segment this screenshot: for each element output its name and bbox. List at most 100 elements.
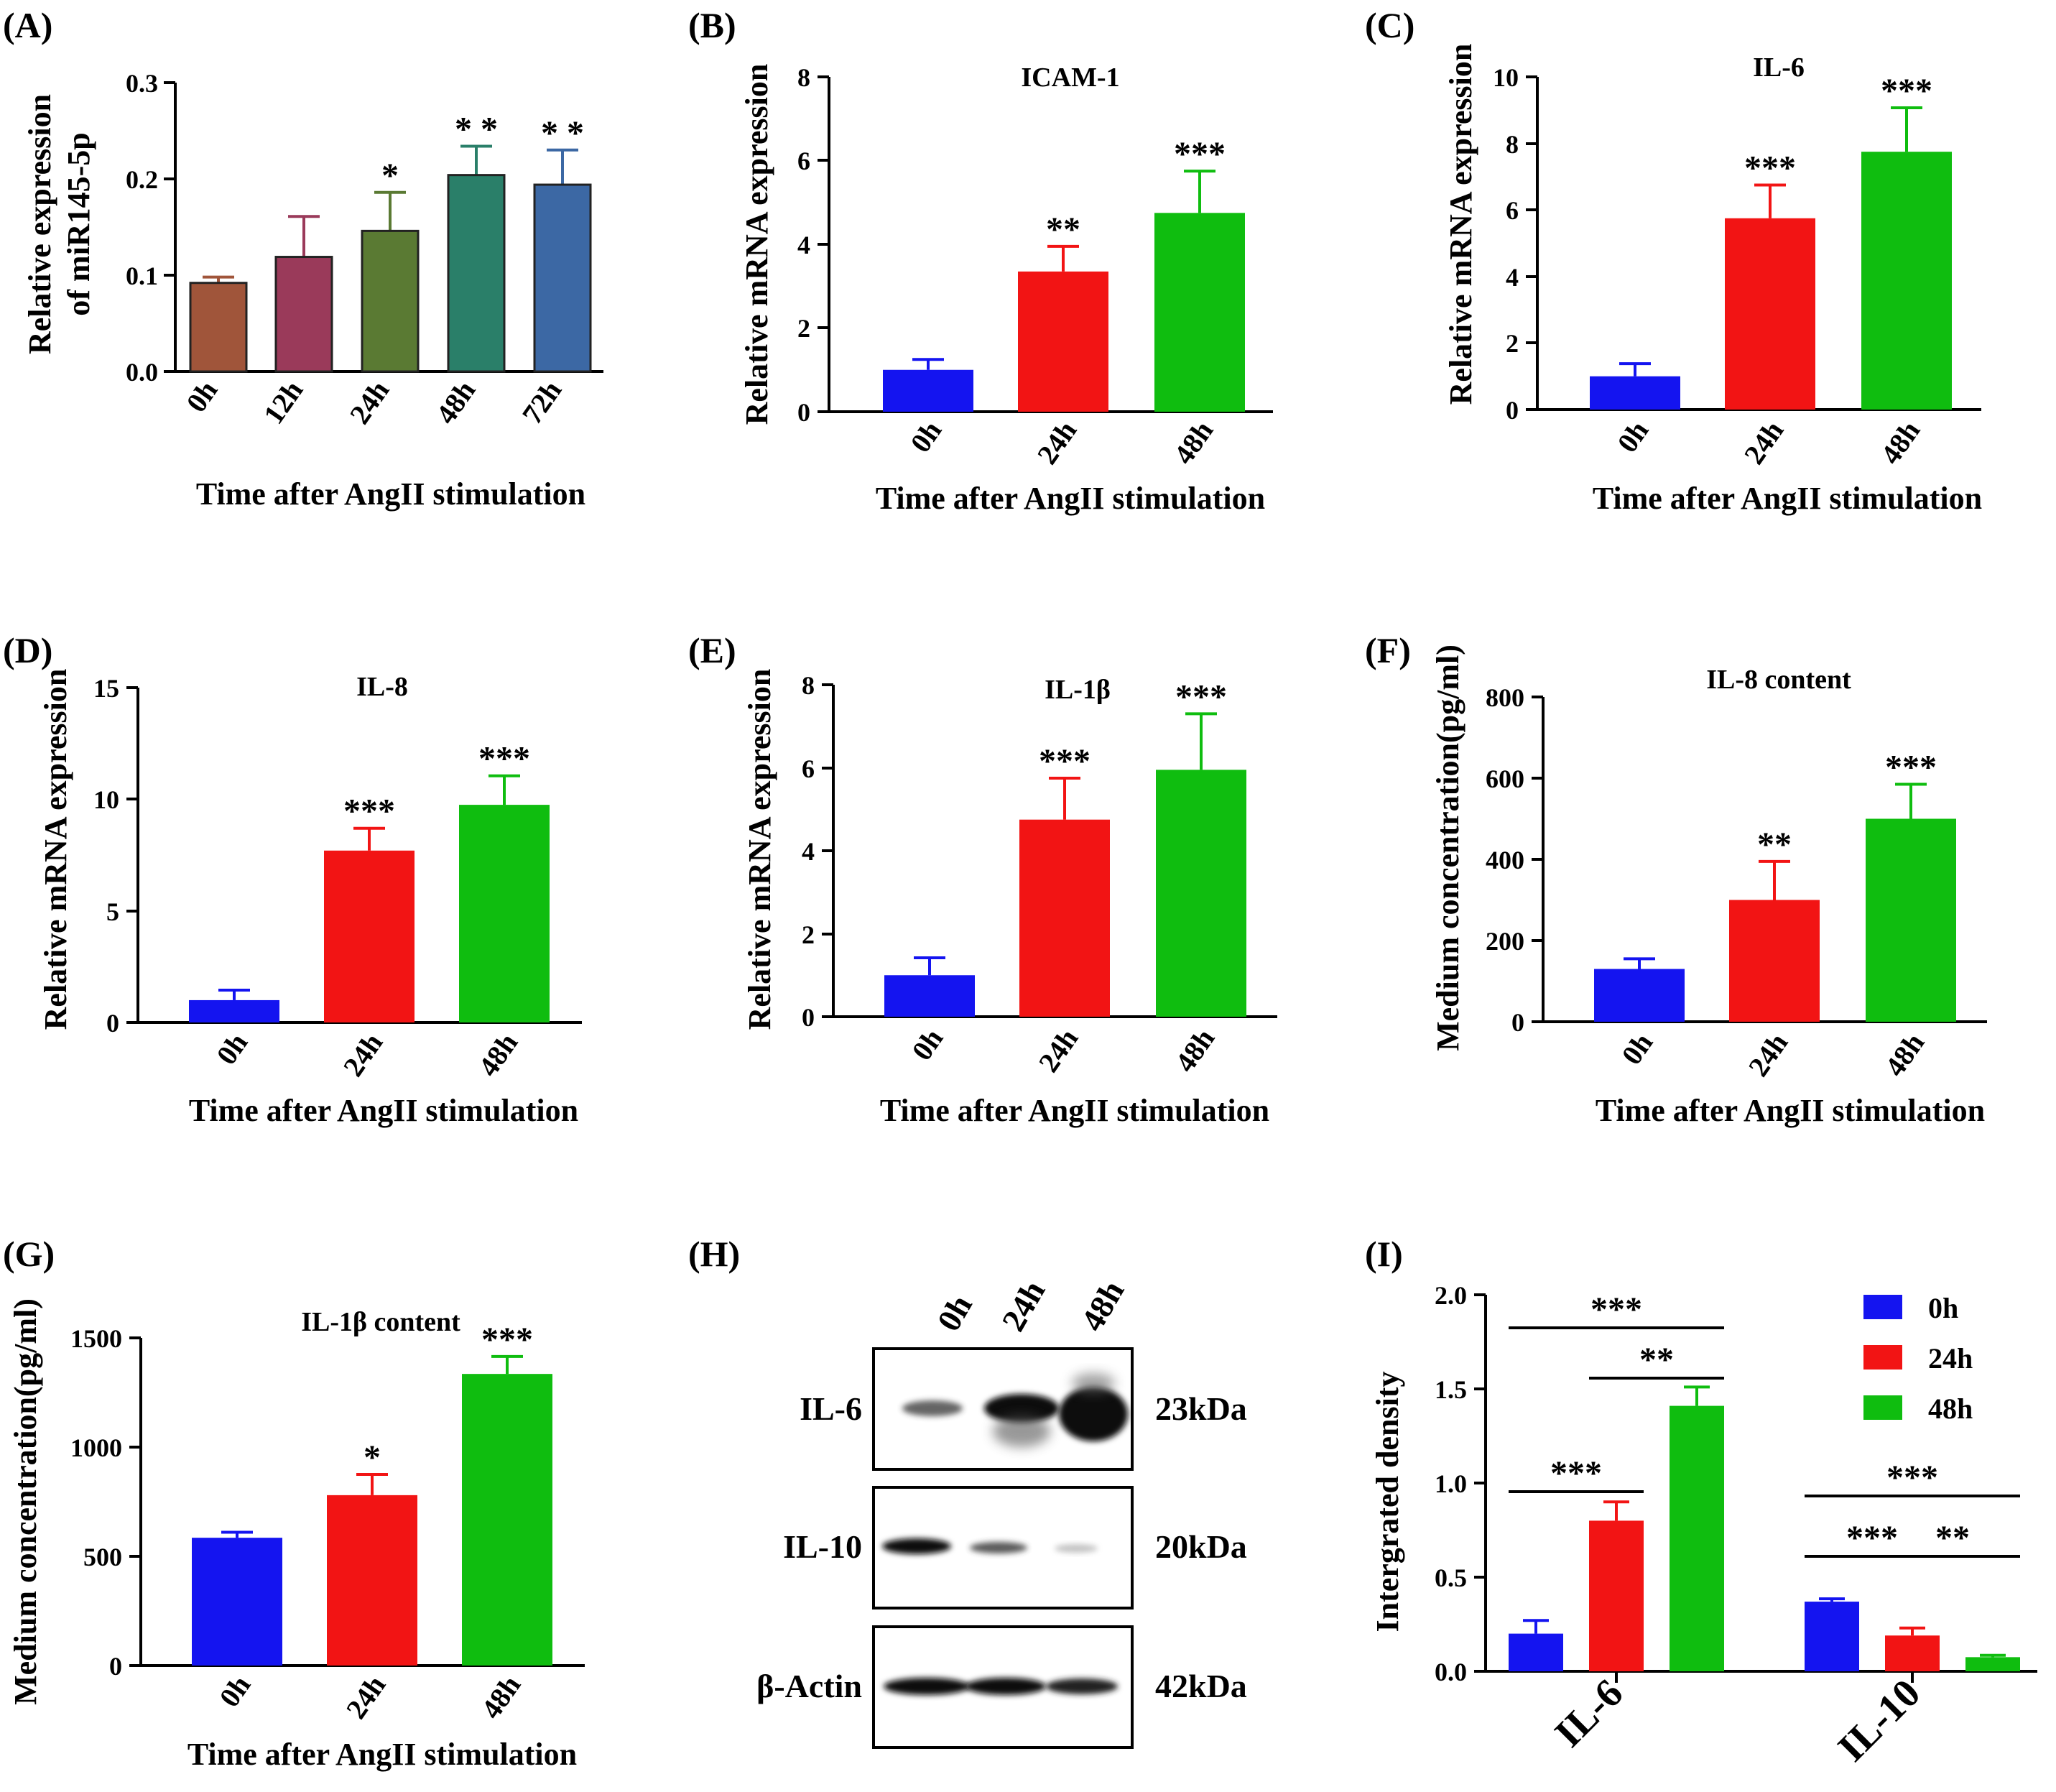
blot-il6-size: 23kDa	[1155, 1390, 1247, 1427]
panel-f-title: IL-8 content	[1706, 665, 1851, 695]
significance-g-24h: *	[363, 1438, 381, 1477]
panel-b-ytick-1: 2	[797, 314, 829, 343]
panel-i-ytick-3: 1.5	[1435, 1375, 1486, 1404]
blot-il6-smear-24h	[993, 1415, 1050, 1447]
bar-f-48h	[1866, 818, 1956, 1022]
panel-g-ytick-2: 1000	[70, 1433, 141, 1462]
bar-i-il-10-24h	[1885, 1635, 1940, 1671]
panel-b-ytick-label-1: 2	[797, 314, 810, 343]
panel-a-xlabel: Time after AngII stimulation	[196, 476, 585, 512]
panel-c-ytick-0: 0	[1506, 396, 1537, 425]
panel-c-ytick-3: 6	[1506, 196, 1537, 225]
panel-b-category-24h: 24h	[1031, 415, 1083, 470]
panel-d-ytick-label-3: 15	[93, 674, 119, 703]
blot-il6	[872, 1347, 1134, 1471]
panel-g-ytick-label-0: 0	[109, 1652, 122, 1681]
panel-e-ytick-3: 6	[802, 754, 833, 783]
panel-g-ytick-0: 0	[109, 1652, 141, 1681]
panel-h: 0h 24h 48h IL-6 23kDa IL-10 20kDa	[756, 1274, 1247, 1749]
legend-swatch-48h	[1863, 1395, 1902, 1420]
panel-f-category-24h: 24h	[1742, 1027, 1795, 1082]
bar-d-0h	[189, 999, 279, 1022]
panel-e-ytick-0: 0	[802, 1003, 833, 1032]
bar-e-24h	[1019, 819, 1110, 1017]
bar-a-12h	[274, 256, 333, 373]
comparison-label-4: **	[1935, 1519, 1970, 1557]
panel-letter-e: (E)	[688, 630, 736, 670]
significance-f-24h: **	[1757, 826, 1792, 864]
panel-i-ylabel: Intergrated density	[1370, 1372, 1405, 1632]
panel-c-ytick-5: 10	[1493, 63, 1537, 92]
significance-d-48h: ***	[478, 740, 530, 778]
significance-g-48h: ***	[481, 1321, 533, 1359]
bar-d-48h	[459, 805, 550, 1022]
legend-label-48h: 48h	[1928, 1393, 1973, 1425]
panel-a-ytick-label-1: 0.1	[126, 262, 158, 290]
bar-a-72h	[533, 183, 592, 373]
panel-letter-f: (F)	[1365, 630, 1411, 670]
panel-a-ytick-2: 0.2	[126, 165, 175, 194]
bar-f-0h	[1594, 969, 1685, 1022]
panel-f: IL-8 content Medium concentration(pg/ml)…	[1430, 645, 1987, 1128]
panel-b-xlabel: Time after AngII stimulation	[876, 481, 1265, 516]
panel-d-bars: *** ***	[189, 740, 550, 1022]
panel-a-ytick-label-3: 0.3	[126, 69, 158, 98]
panel-f-ytick-2: 400	[1486, 846, 1543, 874]
panel-g-category-0h: 0h	[213, 1669, 256, 1712]
panel-f-ytick-3: 600	[1486, 765, 1543, 793]
bar-i-il-6-24h	[1589, 1520, 1644, 1671]
panel-c-category-0h: 0h	[1611, 415, 1654, 458]
comparison-label-2: ***	[1550, 1454, 1602, 1492]
panel-d-ytick-3: 15	[93, 674, 138, 703]
panel-b: ICAM-1 Relative mRNA expression 0 2 4 6 …	[739, 63, 1273, 516]
panel-a: Relative expression of miR145-5p 0.0 0.1…	[22, 69, 603, 512]
panel-b-title: ICAM-1	[1021, 63, 1119, 93]
panel-g-ytick-label-3: 1500	[70, 1324, 122, 1353]
panel-c-category-48h: 48h	[1874, 415, 1927, 470]
panel-i-ytick-1: 0.5	[1435, 1564, 1486, 1592]
blot-il10-label: IL-10	[783, 1528, 862, 1565]
panel-b-ytick-0: 0	[797, 398, 829, 427]
significance-c-24h: ***	[1744, 149, 1796, 187]
blot-actin-band-24h	[966, 1678, 1046, 1695]
panel-i-comparisons: ******** ********	[1509, 1290, 2020, 1558]
panel-i-ytick-label-1: 0.5	[1435, 1564, 1467, 1592]
legend-label-0h: 0h	[1928, 1292, 1958, 1324]
panel-g-ytick-label-2: 1000	[70, 1433, 122, 1462]
panel-a-category-0h: 0h	[180, 374, 223, 417]
panel-a-category-12h: 12h	[257, 374, 310, 430]
panel-d-category-48h: 48h	[472, 1027, 524, 1082]
blot-il10-band-0h	[882, 1538, 951, 1554]
panel-i-ytick-0: 0.0	[1435, 1658, 1486, 1686]
blot-il6-band-0h	[902, 1400, 963, 1416]
panel-b-category-48h: 48h	[1167, 415, 1220, 470]
panel-f-category-0h: 0h	[1615, 1027, 1659, 1070]
bar-b-0h	[883, 369, 973, 412]
panel-letter-g: (G)	[3, 1234, 55, 1274]
panel-e-ytick-label-3: 6	[802, 754, 815, 783]
panel-g-ylabel: Medium concentration(pg/ml)	[8, 1298, 43, 1705]
panel-e-ytick-label-1: 2	[802, 920, 815, 949]
legend-swatch-24h	[1863, 1345, 1902, 1370]
panel-letter-b: (B)	[688, 5, 736, 45]
panel-d-ylabel: Relative mRNA expression	[38, 669, 73, 1030]
blot-il10	[872, 1486, 1134, 1609]
panel-b-ytick-label-3: 6	[797, 147, 810, 175]
panel-c-bars: *** ***	[1590, 72, 1952, 410]
significance-e-48h: ***	[1175, 678, 1227, 716]
panel-e-ytick-label-0: 0	[802, 1003, 815, 1032]
panel-c-ytick-label-2: 4	[1506, 263, 1519, 292]
panel-g-title: IL-1β content	[301, 1307, 460, 1337]
blot-il6-smear-48h	[1072, 1373, 1115, 1393]
panel-i-group-il10: IL-10	[1830, 1671, 1929, 1770]
significance-a-72h: * *	[541, 114, 584, 152]
panel-e-xlabel: Time after AngII stimulation	[880, 1093, 1269, 1128]
panel-i-legend: 0h 24h 48h	[1863, 1292, 1973, 1425]
panel-letter-d: (D)	[3, 630, 52, 670]
panel-c-ytick-label-1: 2	[1506, 329, 1519, 358]
panel-a-ytick-3: 0.3	[126, 69, 175, 98]
bar-c-0h	[1590, 376, 1680, 410]
panel-e-ylabel: Relative mRNA expression	[742, 669, 777, 1030]
panel-d-xlabel: Time after AngII stimulation	[189, 1093, 578, 1128]
panel-d-category-0h: 0h	[210, 1027, 254, 1070]
